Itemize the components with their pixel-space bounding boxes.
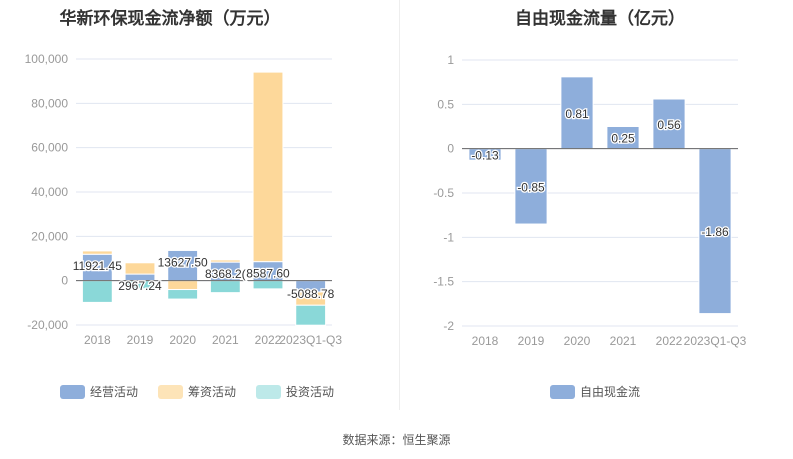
legend-swatch	[550, 384, 575, 399]
data-label: 8587.60	[246, 267, 290, 281]
y-tick-label: 0.5	[437, 97, 454, 111]
x-tick-label: 2020	[564, 334, 591, 348]
y-tick-label: -0.5	[433, 186, 454, 200]
y-tick-label: 80,000	[31, 96, 68, 110]
legend-item-investing[interactable]: 投资活动	[256, 383, 334, 400]
bar-自由现金流	[560, 76, 594, 150]
bar-投资活动	[167, 289, 199, 300]
legend-item-financing[interactable]: 筹资活动	[158, 383, 236, 400]
y-tick-label: 60,000	[31, 141, 68, 155]
divider	[399, 0, 400, 410]
legend-item-fcf[interactable]: 自由现金流	[550, 383, 640, 400]
bar-自由现金流	[698, 148, 732, 315]
bar-经营活动	[167, 249, 199, 282]
x-tick-label: 2021	[610, 334, 637, 348]
legend-swatch	[256, 384, 282, 399]
left-legend: 经营活动 筹资活动 投资活动	[60, 383, 334, 400]
y-tick-label: -20,000	[27, 318, 68, 332]
legend-swatch	[60, 384, 85, 399]
x-tick-label: 2021	[212, 333, 239, 347]
legend-label: 投资活动	[286, 385, 335, 399]
x-tick-label: 2018	[84, 333, 111, 347]
bar-筹资活动	[81, 250, 113, 255]
x-tick-label: 2022	[255, 333, 282, 347]
data-label: -5088.78	[287, 287, 335, 301]
bar-筹资活动	[209, 259, 241, 263]
data-source: 数据来源：恒生聚源	[342, 433, 451, 447]
x-tick-label: 2023Q1-Q3	[279, 333, 342, 347]
x-tick-label: 2018	[472, 334, 499, 348]
bar-自由现金流	[514, 148, 548, 225]
y-tick-label: 100,000	[25, 52, 69, 66]
x-tick-label: 2019	[518, 334, 545, 348]
bar-投资活动	[209, 280, 241, 294]
y-tick-label: -2	[443, 319, 454, 333]
x-tick-label: 2019	[127, 333, 154, 347]
bar-筹资活动	[167, 280, 199, 291]
data-label: 2967.24	[118, 279, 162, 293]
data-label: 13627.50	[158, 255, 208, 269]
bar-筹资活动	[124, 262, 156, 275]
legend-item-operating[interactable]: 经营活动	[60, 383, 138, 400]
bar-经营活动	[81, 253, 113, 282]
legend-label: 筹资活动	[188, 385, 237, 399]
data-label: -1.86	[701, 225, 729, 239]
right-chart-title: 自由现金流量（亿元）	[515, 9, 685, 28]
data-label: -0.13	[471, 148, 499, 162]
data-label: 0.81	[565, 107, 589, 121]
bar-投资活动	[295, 304, 327, 326]
legend-label: 经营活动	[90, 385, 139, 399]
bar-筹资活动	[252, 71, 284, 263]
data-label: -0.85	[517, 180, 545, 194]
y-tick-label: -1	[443, 230, 454, 244]
bar-投资活动	[81, 280, 113, 303]
y-tick-label: -1.5	[433, 275, 454, 289]
y-tick-label: 0	[447, 142, 454, 156]
bar-投资活动	[252, 280, 284, 290]
y-tick-label: 20,000	[31, 229, 68, 243]
bar-自由现金流	[652, 98, 686, 150]
data-label: 8368.2(	[205, 267, 246, 281]
data-label: 0.25	[611, 132, 635, 146]
data-label: 0.56	[657, 118, 681, 132]
x-tick-label: 2020	[169, 333, 196, 347]
y-tick-label: 0	[61, 274, 68, 288]
y-tick-label: 1	[447, 53, 454, 67]
legend-swatch	[158, 384, 184, 399]
x-tick-label: 2022	[656, 334, 683, 348]
legend-label: 自由现金流	[580, 385, 641, 399]
y-tick-label: 40,000	[31, 185, 68, 199]
left-chart-title: 华新环保现金流净额（万元）	[59, 9, 281, 28]
x-tick-label: 2023Q1-Q3	[684, 334, 747, 348]
data-label: 11921.45	[73, 259, 122, 273]
right-legend: 自由现金流	[550, 383, 640, 400]
